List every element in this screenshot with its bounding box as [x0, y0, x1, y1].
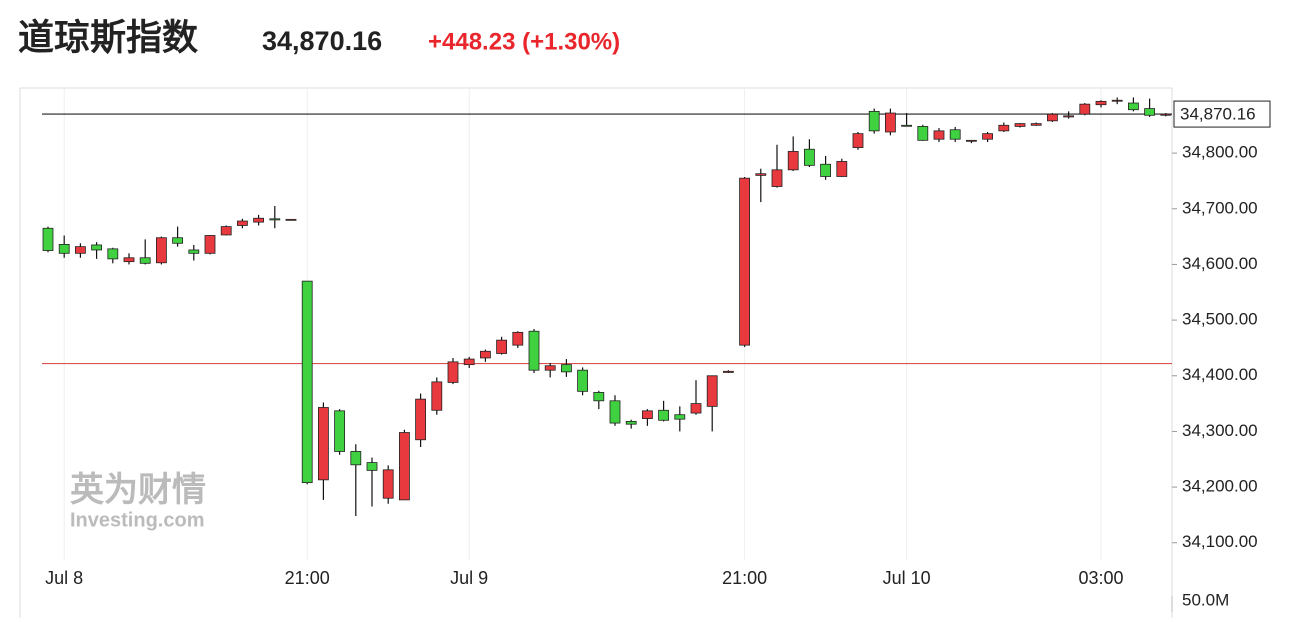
candle-body [885, 112, 896, 133]
candle-body [1111, 99, 1123, 102]
candle-body [42, 227, 54, 251]
candle-body [706, 375, 718, 407]
candle-body [577, 369, 588, 392]
candle-body [528, 330, 540, 371]
candle-body [107, 248, 119, 260]
candle-body [301, 280, 313, 484]
candle-body [1030, 123, 1042, 126]
x-tick-label: 03:00 [1078, 568, 1123, 588]
candle-body [1095, 100, 1107, 106]
candle-body [382, 469, 394, 499]
candle-body [787, 151, 799, 171]
x-tick-label: Jul 9 [450, 568, 488, 588]
candle-body [771, 169, 783, 187]
candle-body [949, 129, 961, 140]
candle-body [1160, 113, 1172, 116]
watermark: Investing.com [70, 509, 204, 531]
candle-body [431, 381, 443, 411]
candle-body [609, 400, 621, 424]
candle-body [496, 339, 508, 354]
candle-body [1047, 113, 1058, 122]
x-tick-label: 21:00 [285, 568, 330, 588]
candle-body [868, 110, 880, 132]
candle-body [933, 130, 945, 140]
candle-body [415, 398, 427, 441]
candle-body [690, 403, 702, 414]
y-tick-label: 34,100.00 [1182, 532, 1258, 551]
candle-body [982, 133, 993, 140]
candle-body [1079, 103, 1091, 115]
candle-body [172, 237, 184, 244]
candle-body [58, 244, 70, 254]
candle-body [479, 350, 491, 359]
candle-body [917, 126, 929, 141]
y-tick-label: 34,200.00 [1182, 477, 1258, 496]
watermark: 英为财情 [70, 471, 206, 509]
candle-body [625, 420, 637, 425]
y-tick-label: 34,700.00 [1182, 198, 1258, 217]
y-tick-label: 34,500.00 [1182, 310, 1258, 329]
candle-body [220, 226, 232, 236]
candle-body [334, 410, 346, 452]
candle-body [269, 218, 281, 221]
candle-body [253, 217, 265, 223]
candle-body [512, 331, 524, 346]
candle-body [998, 124, 1010, 132]
candle-body [75, 246, 86, 254]
candle-body [463, 358, 475, 366]
x-tick-label: 21:00 [722, 568, 767, 588]
candle-body [204, 235, 216, 254]
candle-body [366, 462, 378, 471]
y-tick-label: 34,300.00 [1182, 421, 1258, 440]
plot-frame [19, 87, 1173, 623]
candle-body [447, 361, 459, 383]
candle-body [1144, 108, 1155, 116]
candle-body [739, 177, 750, 346]
candle-body [350, 451, 362, 466]
candle-body [804, 148, 815, 166]
y-tick-label: 34,400.00 [1182, 365, 1258, 384]
candle-body [642, 410, 653, 420]
x-tick-label: Jul 10 [883, 568, 931, 588]
y-tick-label: 34,600.00 [1182, 254, 1258, 273]
candle-body [155, 237, 167, 264]
candle-body [139, 257, 151, 264]
candle-body [188, 249, 200, 254]
candle-body [658, 409, 669, 421]
candle-body [317, 407, 329, 481]
candle-body [723, 370, 734, 373]
candle-body [820, 163, 831, 177]
last-price-box [1173, 100, 1271, 128]
x-tick-label: Jul 8 [45, 568, 83, 588]
last-price-label: 34,870.16 [1180, 105, 1256, 124]
candle-body [593, 392, 605, 402]
candle-body [901, 124, 912, 127]
candle-body [966, 139, 977, 142]
candle-body [836, 161, 848, 177]
candle-body [285, 218, 297, 221]
y-tick-label: 34,800.00 [1182, 143, 1258, 162]
candle-body [91, 244, 102, 251]
price: 34,870.16 [262, 26, 382, 56]
candle-body [1128, 102, 1139, 111]
candle-body [123, 257, 135, 263]
candle-body [1014, 123, 1026, 127]
candle-body [674, 414, 686, 420]
candle-body [852, 133, 864, 148]
change: +448.23 (+1.30%) [428, 28, 620, 55]
chart-title: 道琼斯指数 [18, 17, 198, 58]
candle-body [1063, 115, 1074, 118]
candle-body [561, 364, 572, 373]
candle-body [755, 173, 767, 176]
candle-body [544, 365, 556, 371]
volume-axis-label: 50.0M [1182, 590, 1229, 609]
candle-body [398, 432, 410, 501]
candle-body [236, 220, 248, 226]
